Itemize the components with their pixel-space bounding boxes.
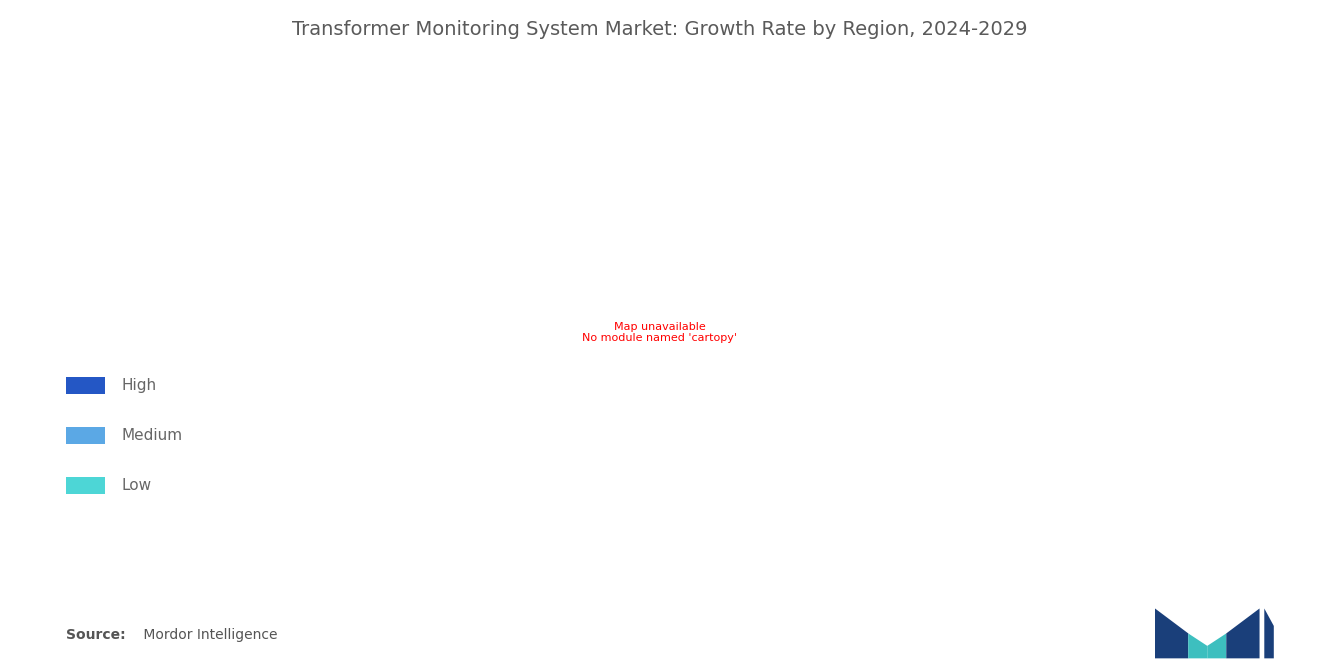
Polygon shape bbox=[1188, 633, 1208, 658]
Text: High: High bbox=[121, 378, 156, 393]
Polygon shape bbox=[1226, 608, 1259, 658]
Polygon shape bbox=[1208, 633, 1226, 658]
Text: Low: Low bbox=[121, 478, 152, 493]
Text: Transformer Monitoring System Market: Growth Rate by Region, 2024-2029: Transformer Monitoring System Market: Gr… bbox=[292, 20, 1028, 39]
Polygon shape bbox=[1155, 608, 1188, 658]
Text: Source:: Source: bbox=[66, 628, 125, 642]
Text: Mordor Intelligence: Mordor Intelligence bbox=[139, 628, 277, 642]
Text: Medium: Medium bbox=[121, 428, 182, 443]
Text: Map unavailable
No module named 'cartopy': Map unavailable No module named 'cartopy… bbox=[582, 322, 738, 343]
Polygon shape bbox=[1265, 608, 1274, 658]
